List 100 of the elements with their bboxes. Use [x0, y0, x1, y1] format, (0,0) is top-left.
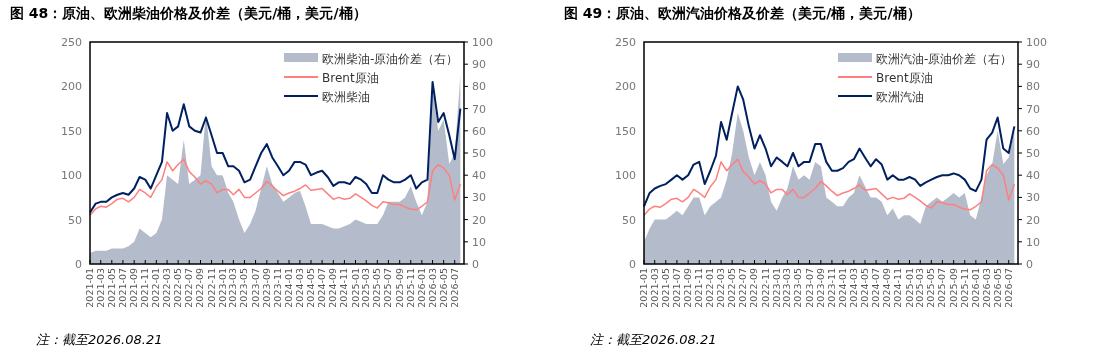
x-tick-label: 2021-01	[84, 268, 95, 308]
x-tick-label: 2024-05	[858, 268, 870, 308]
y2-tick-label: 0	[472, 258, 479, 271]
legend-label: 欧洲柴油-原油价差（右）	[322, 52, 459, 66]
x-tick-label: 2024-03	[847, 268, 859, 308]
y2-tick-label: 70	[1026, 102, 1040, 116]
y2-tick-label: 60	[1026, 124, 1040, 138]
x-tick-label: 2026-07	[448, 268, 460, 308]
x-tick-label: 2025-09	[393, 268, 405, 308]
x-tick-label: 2023-07	[249, 268, 261, 308]
x-tick-label: 2025-07	[936, 268, 948, 308]
x-tick-label: 2023-05	[792, 268, 804, 308]
y-tick-label: 200	[615, 80, 636, 94]
x-tick-label: 2024-11	[338, 268, 350, 308]
x-tick-label: 2024-03	[293, 268, 305, 308]
x-tick-label: 2021-03	[94, 268, 106, 308]
x-tick-label: 2025-05	[371, 268, 383, 308]
x-tick-label: 2023-07	[803, 268, 815, 308]
legend-label: 欧洲汽油-原油价差（右）	[876, 52, 1013, 66]
x-tick-label: 2022-03	[161, 268, 173, 308]
x-tick-label: 2024-07	[870, 268, 882, 308]
x-tick-label: 2023-09	[814, 268, 826, 308]
x-tick-label: 2021-07	[116, 268, 128, 308]
y-tick-label: 0	[75, 258, 82, 271]
x-tick-label: 2021-09	[682, 268, 694, 308]
chart-title: 图 49：原油、欧洲汽油价格及价差（美元/桶，美元/桶）	[564, 5, 921, 21]
x-tick-label: 2025-11	[404, 268, 416, 308]
y2-tick-label: 90	[472, 58, 486, 72]
x-tick-label: 2023-03	[781, 268, 793, 308]
y2-tick-label: 100	[472, 36, 493, 49]
x-tick-label: 2021-11	[139, 268, 151, 308]
y-tick-label: 50	[68, 213, 82, 227]
y2-tick-label: 40	[472, 169, 486, 183]
y2-tick-label: 70	[472, 102, 486, 116]
legend-label: 欧洲汽油	[876, 90, 924, 104]
y-tick-label: 100	[615, 169, 636, 183]
x-tick-label: 2021-05	[105, 268, 117, 308]
x-tick-label: 2022-09	[194, 268, 206, 308]
y2-tick-label: 30	[1026, 191, 1040, 205]
y2-tick-label: 20	[472, 213, 486, 227]
y-tick-label: 100	[61, 169, 82, 183]
x-tick-label: 2021-01	[638, 268, 649, 308]
x-tick-label: 2025-11	[958, 268, 970, 308]
x-tick-label: 2025-03	[360, 268, 372, 308]
y-tick-label: 250	[615, 36, 636, 49]
x-tick-label: 2025-07	[382, 268, 394, 308]
y2-tick-label: 20	[1026, 213, 1040, 227]
chart-title: 图 48：原油、欧洲柴油价格及价差（美元/桶，美元/桶）	[10, 5, 367, 21]
y-tick-label: 150	[615, 124, 636, 138]
x-tick-label: 2025-01	[349, 268, 361, 308]
y-tick-label: 200	[61, 80, 82, 94]
x-tick-label: 2022-01	[150, 268, 162, 308]
x-tick-label: 2021-09	[128, 268, 140, 308]
y-tick-label: 0	[629, 258, 636, 271]
line-series	[643, 158, 1016, 216]
x-tick-label: 2024-09	[327, 268, 339, 308]
x-tick-label: 2026-01	[415, 268, 427, 308]
x-tick-label: 2024-07	[316, 268, 328, 308]
x-tick-label: 2026-05	[437, 268, 449, 308]
text: 注：截至2026.08.21	[36, 332, 163, 347]
x-tick-label: 2022-05	[172, 268, 184, 308]
x-tick-label: 2025-01	[903, 268, 915, 308]
x-tick-label: 2021-11	[693, 268, 705, 308]
y2-tick-label: 30	[472, 191, 486, 205]
y-tick-label: 150	[61, 124, 82, 138]
x-tick-label: 2021-07	[670, 268, 682, 308]
y-tick-label: 50	[622, 213, 636, 227]
y2-tick-label: 50	[1026, 147, 1040, 160]
x-tick-label: 2022-05	[726, 268, 738, 308]
x-tick-label: 2026-03	[980, 268, 992, 308]
legend-label: Brent原油	[876, 71, 933, 85]
x-tick-label: 2022-03	[715, 268, 727, 308]
y2-tick-label: 100	[1026, 36, 1047, 49]
x-tick-label: 2023-01	[216, 268, 228, 308]
x-tick-label: 2025-03	[914, 268, 926, 308]
x-tick-label: 2021-05	[659, 268, 671, 308]
y2-tick-label: 10	[472, 235, 486, 249]
x-tick-label: 2026-03	[426, 268, 438, 308]
text: 注：截至2026.08.21	[590, 332, 717, 347]
y2-tick-label: 80	[1026, 80, 1040, 94]
x-tick-label: 2026-05	[991, 268, 1003, 308]
y2-tick-label: 90	[1026, 58, 1040, 72]
y2-tick-label: 80	[472, 80, 486, 94]
x-tick-label: 2023-05	[238, 268, 250, 308]
legend-label: Brent原油	[322, 71, 379, 85]
y2-tick-label: 0	[1026, 258, 1033, 271]
x-tick-label: 2022-07	[183, 268, 195, 308]
y2-tick-label: 40	[1026, 169, 1040, 183]
x-tick-label: 2024-09	[881, 268, 893, 308]
x-tick-label: 2023-09	[260, 268, 272, 308]
x-tick-label: 2023-01	[770, 268, 782, 308]
x-tick-label: 2022-07	[737, 268, 749, 308]
x-tick-label: 2022-11	[205, 268, 217, 308]
line-series	[643, 85, 1016, 208]
x-tick-label: 2021-03	[648, 268, 660, 308]
x-tick-label: 2025-05	[925, 268, 937, 308]
y-tick-label: 250	[61, 36, 82, 49]
line-series	[89, 158, 462, 216]
x-tick-label: 2024-01	[836, 268, 848, 308]
y2-tick-label: 50	[472, 147, 486, 160]
